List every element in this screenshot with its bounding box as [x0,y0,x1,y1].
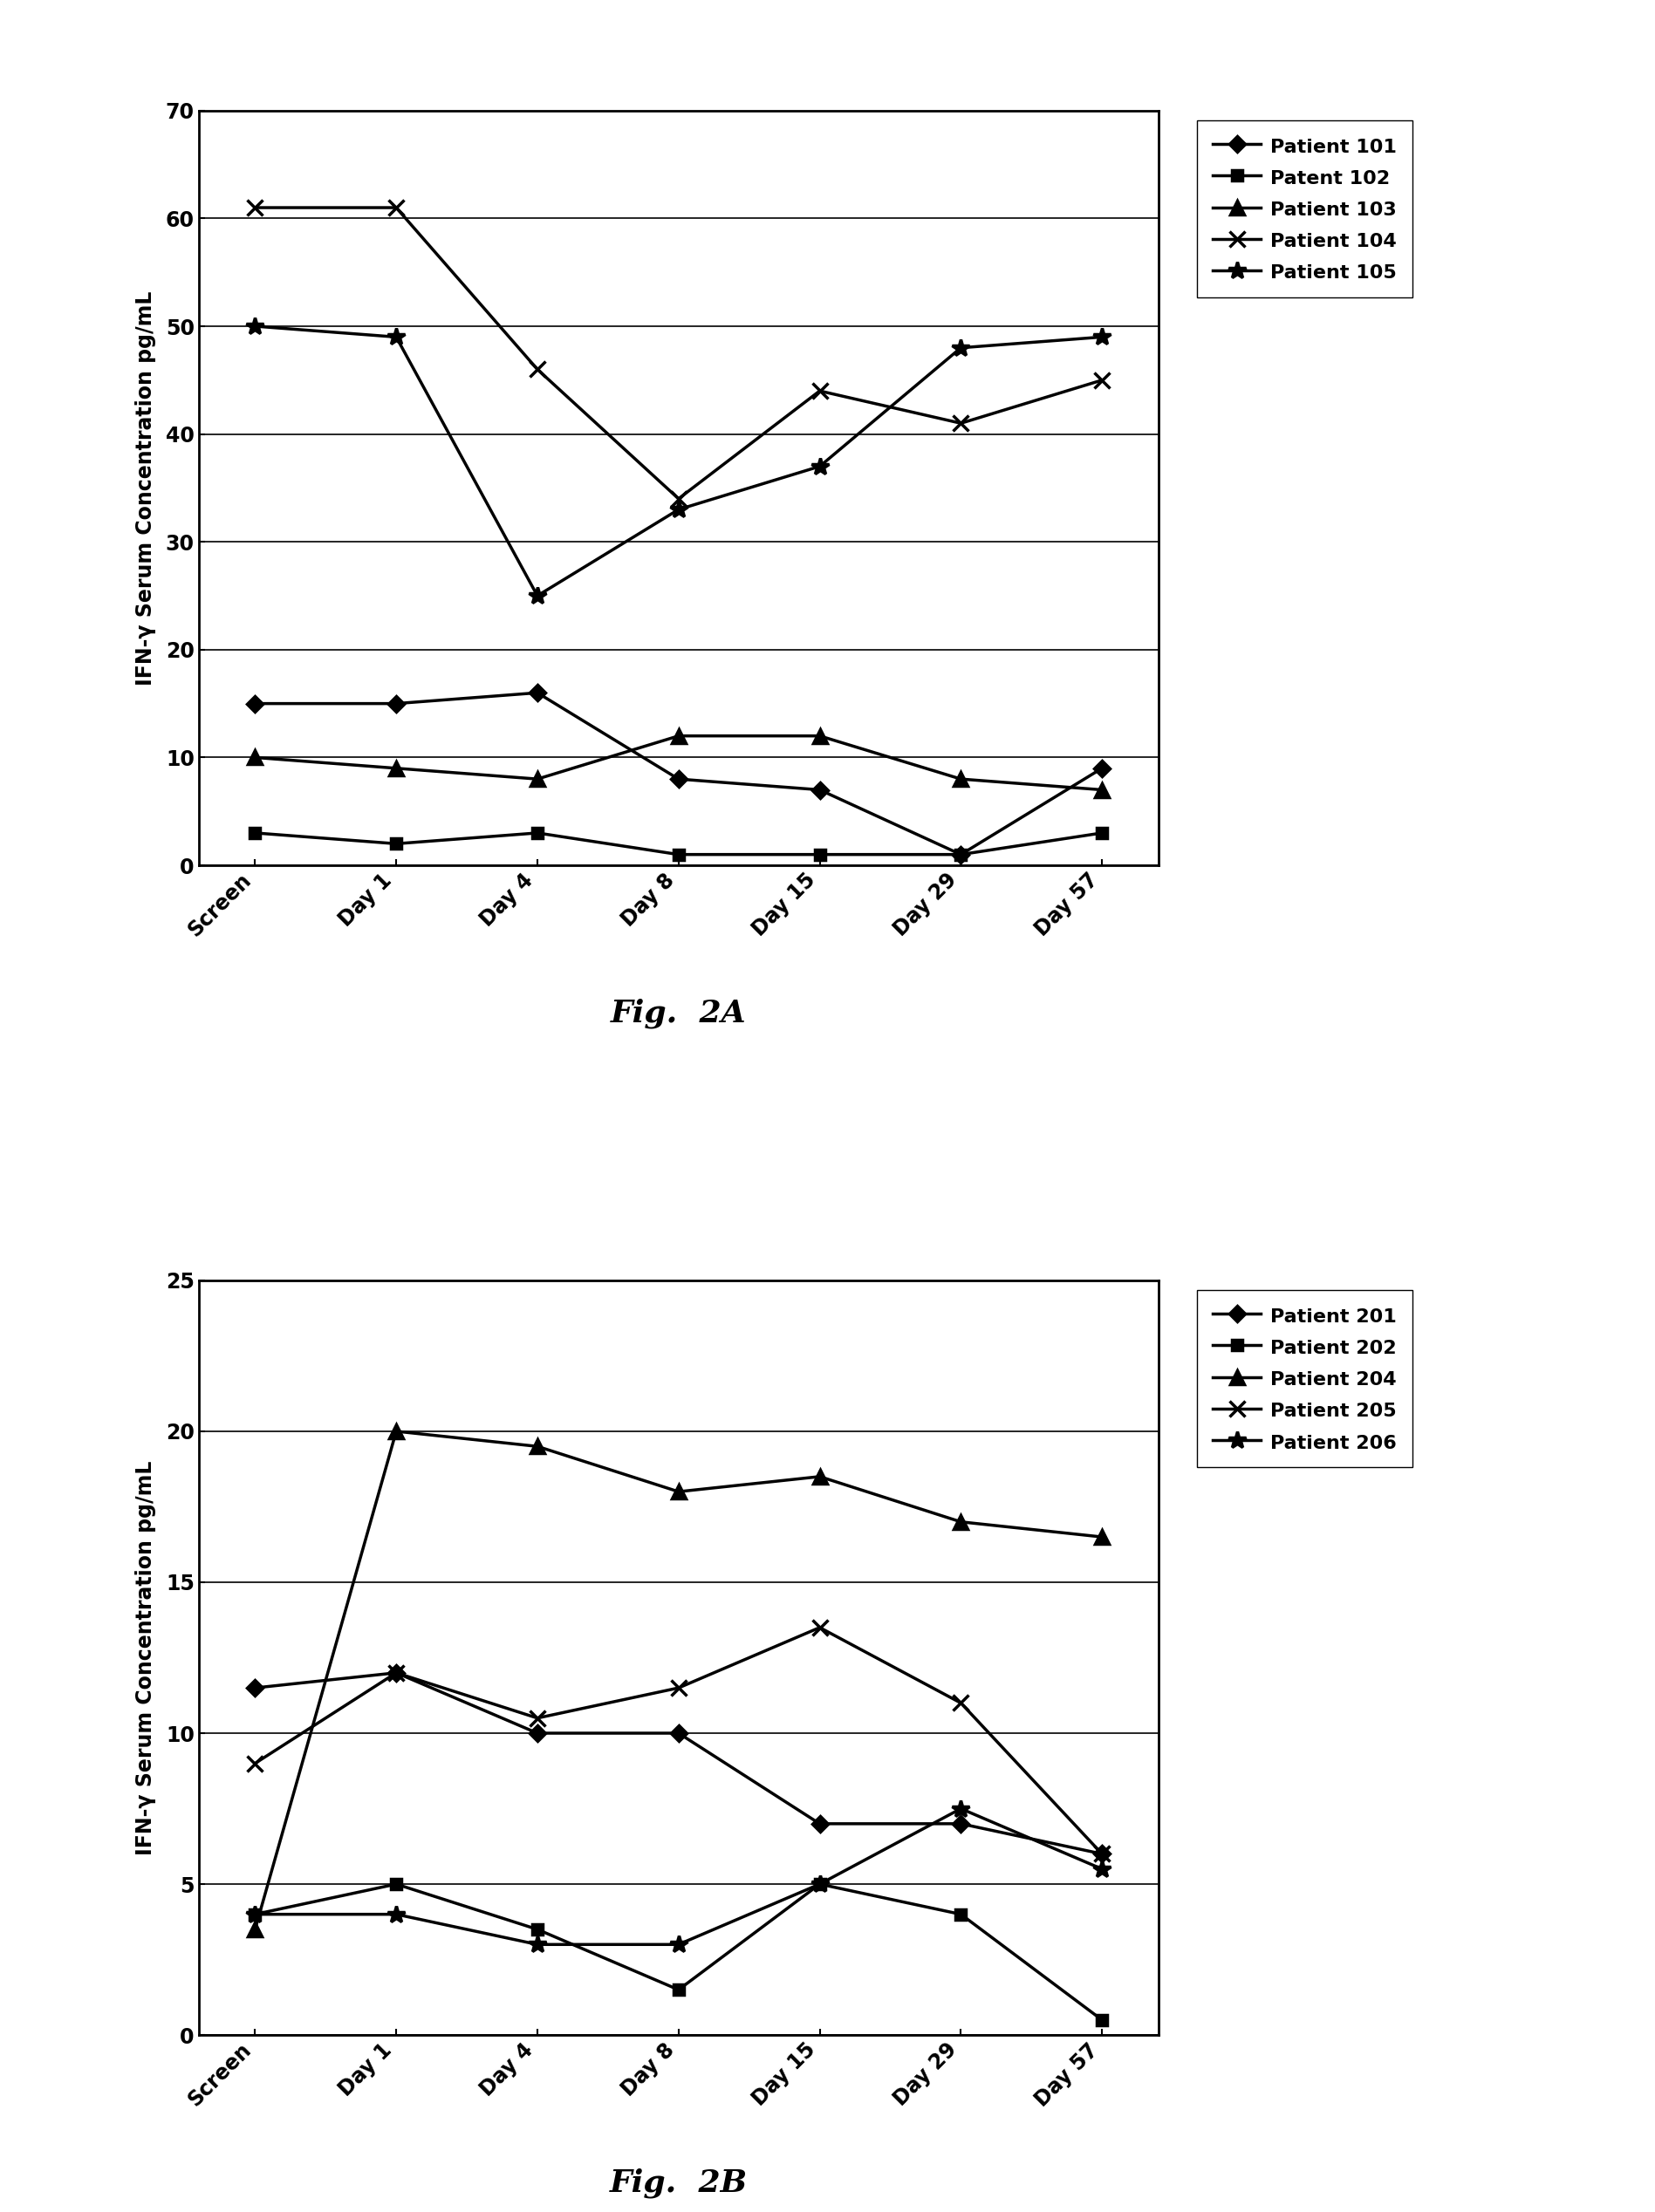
Patient 105 [669,495,688,522]
Patient 201 [245,1674,265,1701]
Patent 102 [528,821,548,847]
Patient 205 [1092,1840,1112,1867]
Patient 202 [386,1871,405,1898]
Patent 102 [809,841,829,867]
Y-axis label: IFN-γ Serum Concentration pg/mL: IFN-γ Serum Concentration pg/mL [136,1460,156,1856]
Patient 205 [809,1615,829,1641]
Patent 102 [669,841,688,867]
Patient 103 [386,754,405,781]
Patient 201 [952,1809,971,1836]
Patient 101 [669,765,688,792]
Legend: Patient 201, Patient 202, Patient 204, Patient 205, Patient 206: Patient 201, Patient 202, Patient 204, P… [1197,1290,1412,1467]
Patient 202 [528,1916,548,1942]
Line: Patient 103: Patient 103 [248,730,1109,796]
Y-axis label: IFN-γ Serum Concentration pg/mL: IFN-γ Serum Concentration pg/mL [136,290,156,686]
Patient 206 [245,1900,265,1927]
Patient 204 [669,1478,688,1504]
Patient 204 [1092,1524,1112,1551]
Patient 104 [386,195,405,221]
Patient 205 [245,1750,265,1776]
Patient 105 [809,453,829,480]
Line: Patient 104: Patient 104 [247,199,1111,507]
Patent 102 [386,830,405,856]
Patent 102 [245,821,265,847]
Patent 102 [952,841,971,867]
Patient 205 [669,1674,688,1701]
Patient 101 [386,690,405,717]
Patient 206 [528,1931,548,1958]
Patient 104 [809,378,829,405]
Patient 105 [1092,323,1112,349]
Patient 103 [245,743,265,770]
Patient 204 [245,1916,265,1942]
Patient 204 [952,1509,971,1535]
Patient 103 [809,723,829,750]
Line: Patient 205: Patient 205 [247,1619,1111,1863]
Patient 101 [952,841,971,867]
Line: Patient 105: Patient 105 [247,316,1111,604]
Patient 101 [1092,754,1112,781]
Patient 206 [809,1871,829,1898]
Patient 204 [809,1464,829,1491]
Patient 201 [669,1721,688,1747]
Patient 202 [1092,2006,1112,2033]
Patient 206 [669,1931,688,1958]
Patient 206 [386,1900,405,1927]
Legend: Patient 101, Patent 102, Patient 103, Patient 104, Patient 105: Patient 101, Patent 102, Patient 103, Pa… [1197,119,1413,299]
Patient 204 [386,1418,405,1444]
Patient 104 [528,356,548,383]
Patient 101 [528,679,548,706]
Line: Patient 202: Patient 202 [250,1878,1107,2026]
Patient 205 [952,1690,971,1717]
Patient 105 [952,334,971,361]
Patient 101 [809,776,829,803]
Patient 201 [809,1809,829,1836]
Patient 204 [528,1433,548,1460]
Patient 206 [1092,1856,1112,1882]
Patient 202 [809,1871,829,1898]
Patient 202 [952,1900,971,1927]
Text: Fig.  2A: Fig. 2A [611,998,746,1029]
Line: Patent 102: Patent 102 [250,827,1107,860]
Patient 201 [1092,1840,1112,1867]
Patient 104 [245,195,265,221]
Patient 105 [386,323,405,349]
Patent 102 [1092,821,1112,847]
Patient 101 [245,690,265,717]
Line: Patient 201: Patient 201 [250,1668,1107,1860]
Patient 104 [1092,367,1112,394]
Patient 202 [245,1900,265,1927]
Patient 205 [386,1659,405,1686]
Patient 206 [952,1796,971,1823]
Text: Fig.  2B: Fig. 2B [609,2168,748,2199]
Patient 205 [528,1705,548,1732]
Patient 104 [669,484,688,511]
Line: Patient 101: Patient 101 [250,688,1107,860]
Patient 105 [245,312,265,338]
Line: Patient 206: Patient 206 [247,1801,1111,1953]
Patient 103 [952,765,971,792]
Patient 105 [528,582,548,608]
Patient 103 [1092,776,1112,803]
Line: Patient 204: Patient 204 [248,1425,1109,1936]
Patient 103 [528,765,548,792]
Patient 201 [528,1721,548,1747]
Patient 103 [669,723,688,750]
Patient 201 [386,1659,405,1686]
Patient 202 [669,1978,688,2004]
Patient 104 [952,409,971,436]
